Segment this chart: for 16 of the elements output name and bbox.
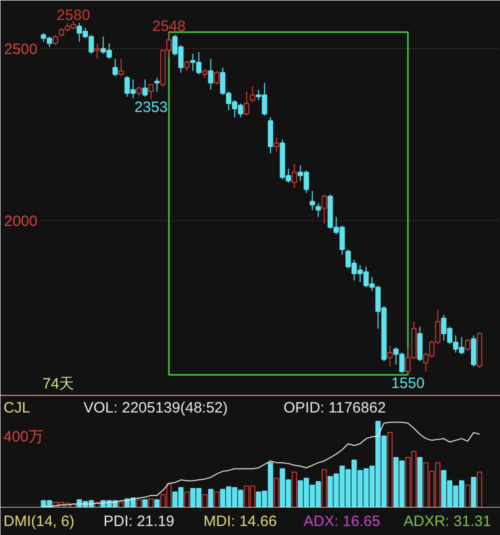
annotation: 1550 (391, 374, 425, 392)
y-tick-label: 2000 (4, 212, 38, 230)
annotation: 2580 (56, 7, 90, 24)
annotation: 2548 (152, 18, 186, 36)
annotation: 74天 (42, 376, 74, 392)
text: MDI: 14.66 (204, 513, 277, 530)
chart-title: CJL (4, 400, 30, 416)
text: OPID: 1176862 (284, 400, 386, 416)
annotation: 400万 (4, 428, 44, 446)
text: VOL: 2205139(48:52) (84, 400, 228, 416)
text: DMI(14, 6) (4, 513, 74, 530)
annotation: 2353 (134, 99, 168, 116)
text: PDI: 21.19 (104, 513, 174, 530)
text: ADX: 16.65 (304, 513, 380, 530)
y-tick-label: 2500 (4, 41, 38, 58)
text: ADXR: 31.31 (404, 513, 492, 530)
